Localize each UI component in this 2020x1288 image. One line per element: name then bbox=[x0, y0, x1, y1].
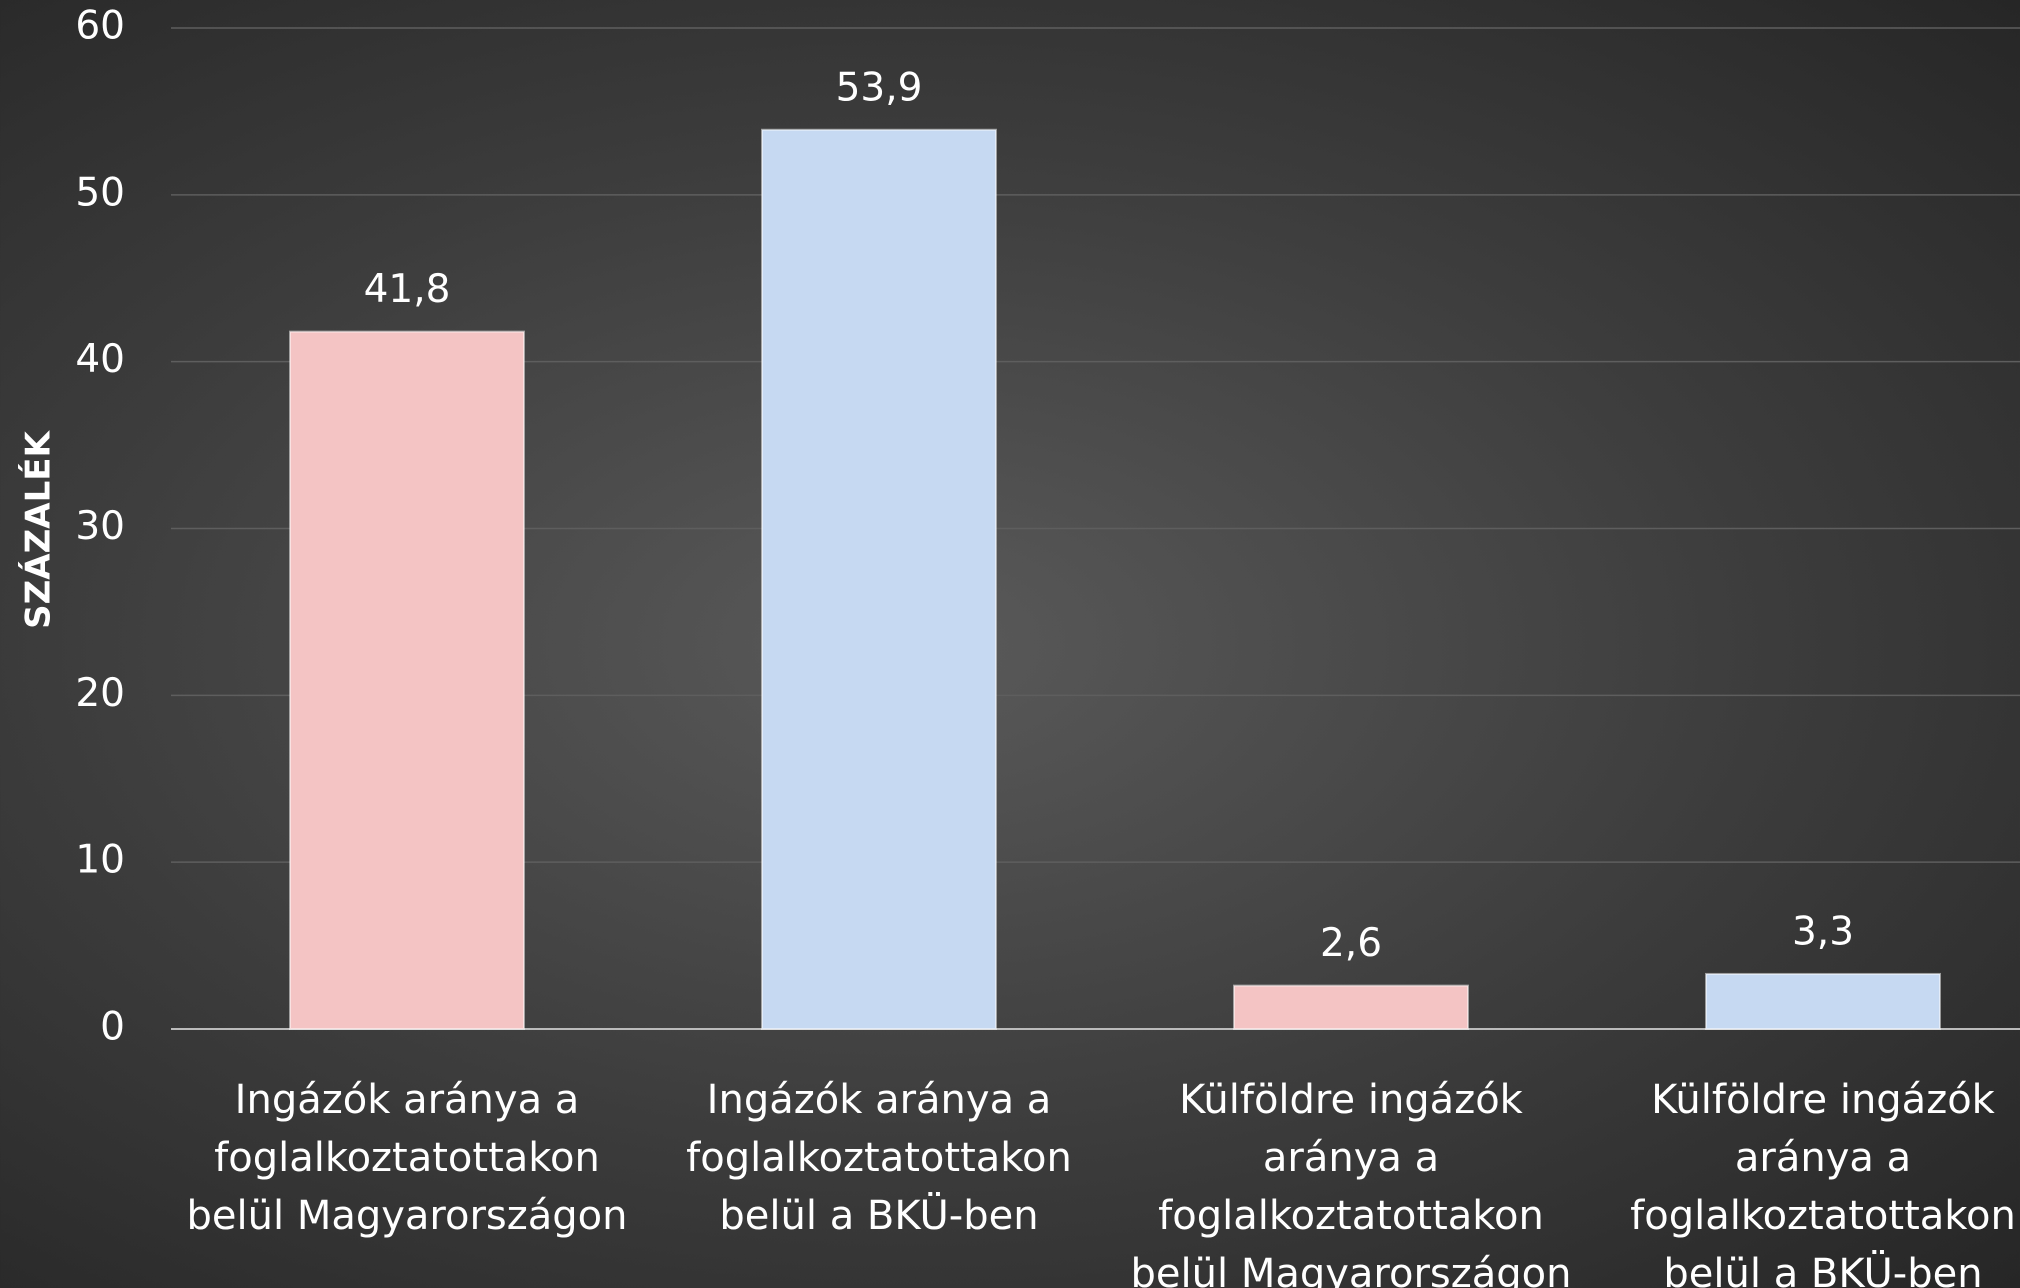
y-tick-label: 30 bbox=[75, 504, 125, 549]
value-label: 41,8 bbox=[364, 267, 451, 312]
bar bbox=[1233, 984, 1469, 1031]
y-tick-label: 0 bbox=[100, 1005, 125, 1050]
y-tick-label: 20 bbox=[75, 671, 125, 716]
x-tick-label: Külföldre ingázók aránya a foglalkoztato… bbox=[1130, 1077, 1572, 1288]
bar bbox=[1705, 972, 1941, 1031]
y-tick-label: 60 bbox=[75, 4, 125, 49]
value-label: 53,9 bbox=[836, 65, 923, 110]
y-tick-label: 40 bbox=[75, 337, 125, 382]
bar bbox=[761, 128, 997, 1031]
x-tick-label: Ingázók aránya a foglalkoztatottakon bel… bbox=[186, 1077, 628, 1239]
y-tick-label: 50 bbox=[75, 170, 125, 215]
x-tick-label: Külföldre ingázók aránya a foglalkoztato… bbox=[1630, 1077, 2016, 1288]
value-label: 3,3 bbox=[1792, 909, 1854, 954]
x-tick-label: Ingázók aránya a foglalkoztatottakon bel… bbox=[686, 1077, 1072, 1239]
bar bbox=[289, 330, 525, 1030]
y-axis-label: SZÁZALÉK bbox=[18, 430, 59, 629]
y-tick-label: 10 bbox=[75, 838, 125, 883]
value-label: 2,6 bbox=[1320, 921, 1382, 966]
